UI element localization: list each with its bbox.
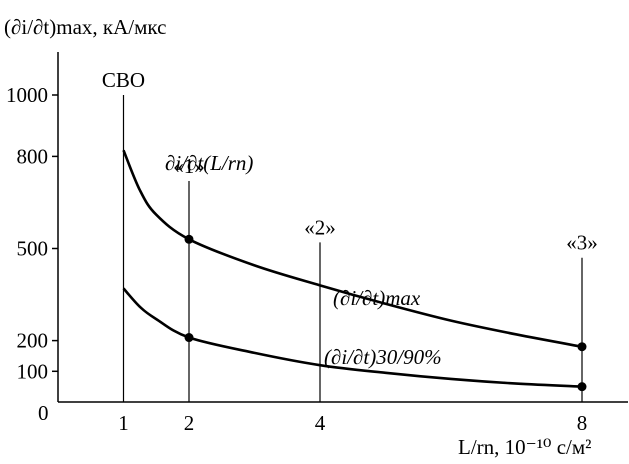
marker-label: «2» — [304, 215, 336, 239]
curves — [122, 149, 587, 392]
series-line-1 — [122, 287, 583, 388]
marker-label: «1» — [173, 154, 205, 178]
x-tick-group: 1 2 4 8 — [118, 411, 587, 435]
y-axis-label: (∂i/∂t)max, кА/мкс — [4, 15, 166, 39]
x-tick-label: 1 — [118, 411, 129, 435]
y-tick-label: 800 — [17, 144, 49, 168]
x-axis-label: L/rn, 10⁻¹⁰ с/м² — [458, 435, 591, 459]
data-point — [577, 342, 587, 352]
data-point — [577, 382, 587, 392]
curve-title: ∂i/∂t(L/rn) — [165, 151, 253, 175]
x-tick-label: 4 — [315, 411, 326, 435]
data-point — [184, 333, 194, 343]
y-tick-label: 200 — [17, 329, 49, 353]
x-tick-label: 8 — [577, 411, 588, 435]
y-tick-label: 100 — [17, 359, 49, 383]
series-label-3090: (∂i/∂t)30/90% — [324, 345, 442, 369]
data-point — [184, 234, 194, 244]
x-tick-label: 2 — [184, 411, 195, 435]
y-zero-label: 0 — [38, 401, 49, 425]
y-tick-label: 500 — [17, 237, 49, 261]
series-line-0 — [122, 149, 583, 349]
y-tick-label: 1000 — [6, 83, 48, 107]
marker-label: «3» — [566, 231, 598, 255]
marker-label: СВО — [102, 68, 145, 92]
y-tick-group: 100 200 500 800 1000 — [6, 83, 58, 383]
series-label-max: (∂i/∂t)max — [333, 286, 421, 310]
marker-lines: СВО «1» «2» «3» — [102, 68, 598, 402]
